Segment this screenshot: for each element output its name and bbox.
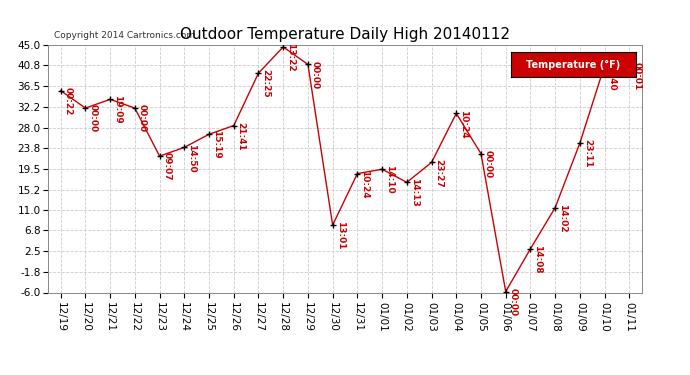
Text: 00:00: 00:00	[88, 104, 97, 132]
Text: 19:09: 19:09	[113, 96, 122, 124]
Text: Copyright 2014 Cartronics.com: Copyright 2014 Cartronics.com	[55, 31, 195, 40]
Text: 14:08: 14:08	[533, 245, 542, 274]
Text: 10:24: 10:24	[360, 170, 369, 198]
Text: 23:11: 23:11	[583, 139, 592, 168]
Text: 13:01: 13:01	[335, 221, 344, 250]
Text: 00:00: 00:00	[484, 150, 493, 178]
Text: 14:13: 14:13	[410, 178, 419, 207]
Text: 14:10: 14:10	[385, 165, 394, 194]
Text: 14:02: 14:02	[558, 204, 567, 232]
Text: 09:07: 09:07	[163, 152, 172, 181]
Text: 23:27: 23:27	[435, 159, 444, 187]
Text: 13:22: 13:22	[286, 43, 295, 72]
Text: 15:19: 15:19	[212, 130, 221, 159]
Text: 00:22: 00:22	[63, 87, 72, 115]
Title: Outdoor Temperature Daily High 20140112: Outdoor Temperature Daily High 20140112	[180, 27, 510, 42]
Text: 00:00: 00:00	[138, 104, 147, 132]
Text: 22:25: 22:25	[262, 69, 270, 98]
Text: 21:40: 21:40	[608, 62, 617, 90]
Text: 00:00: 00:00	[509, 288, 518, 316]
Text: 00:01: 00:01	[632, 62, 641, 90]
Text: 21:41: 21:41	[237, 122, 246, 150]
Text: 14:50: 14:50	[187, 144, 196, 172]
Text: 00:00: 00:00	[311, 60, 320, 88]
Text: 10:24: 10:24	[460, 110, 469, 138]
